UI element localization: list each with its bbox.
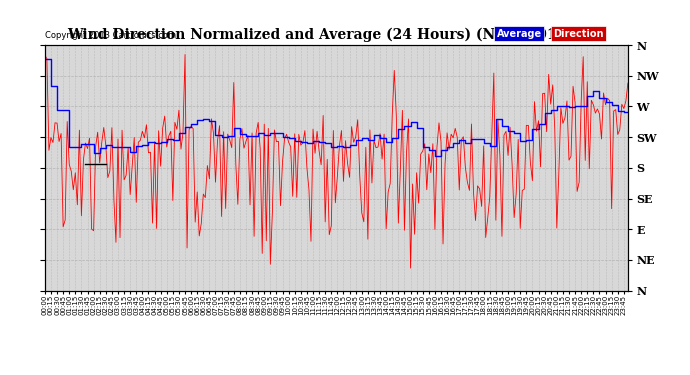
Text: Average: Average (497, 29, 542, 39)
Title: Wind Direction Normalized and Average (24 Hours) (New) 20130726: Wind Direction Normalized and Average (2… (68, 28, 605, 42)
Text: Direction: Direction (553, 29, 604, 39)
Text: Copyright 2013 Cartronics.com: Copyright 2013 Cartronics.com (45, 31, 176, 40)
